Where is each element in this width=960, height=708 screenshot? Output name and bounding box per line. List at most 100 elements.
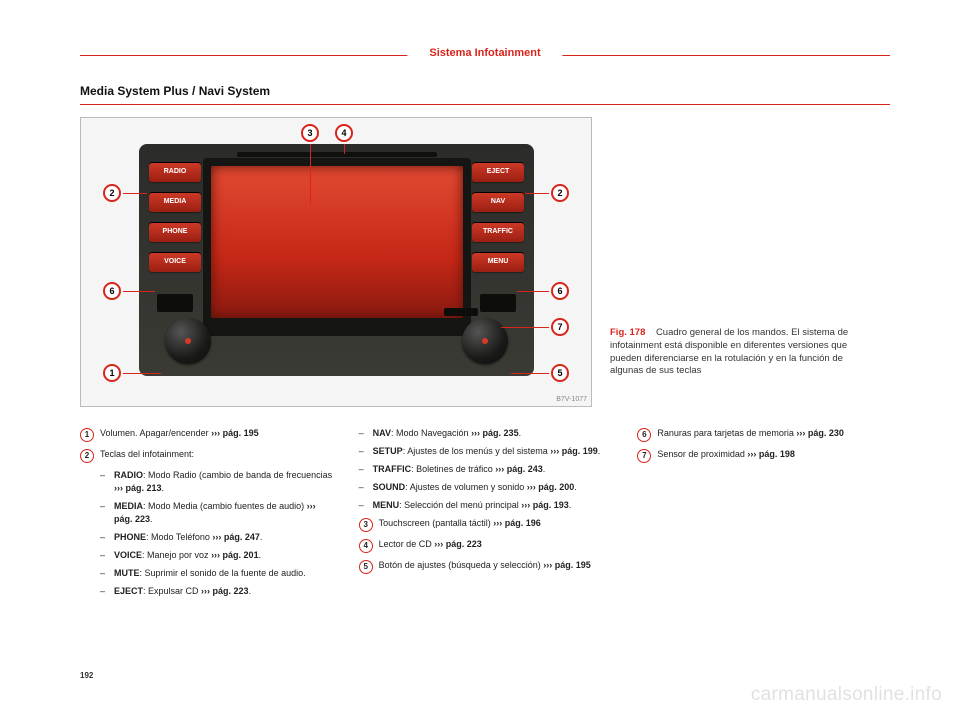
page-ref: ››› pág. 230 — [796, 428, 844, 438]
legend-text: Botón de ajustes (búsqueda y selección) — [379, 560, 544, 570]
lead-line — [511, 373, 549, 374]
legend-subitem: –RADIO: Modo Radio (cambio de banda de f… — [100, 469, 333, 495]
legend-item-3: 3 Touchscreen (pantalla táctil) ››› pág.… — [359, 517, 612, 532]
legend-subitem: –MEDIA: Modo Media (cambio fuentes de au… — [100, 500, 333, 526]
callout-4: 4 — [335, 124, 353, 142]
badge-1: 1 — [80, 428, 94, 442]
page-ref: ››› pág. 198 — [747, 449, 795, 459]
badge-5: 5 — [359, 560, 373, 574]
callout-6-left: 6 — [103, 282, 121, 300]
page-ref: ››› pág. 199 — [550, 446, 598, 456]
legend-text: : Modo Navegación — [391, 428, 471, 438]
button-column-right: EJECT NAV TRAFFIC MENU — [472, 162, 524, 282]
figure-caption-text: Cuadro general de los mandos. El sistema… — [610, 327, 848, 376]
legend-subitem: –NAV: Modo Navegación ››› pág. 235. — [359, 427, 612, 440]
legend-text: Lector de CD — [379, 539, 435, 549]
watermark: carmanualsonline.info — [751, 684, 942, 706]
legend-text: Ranuras para tarjetas de memoria — [657, 428, 796, 438]
settings-knob — [462, 318, 508, 364]
legend-item-5: 5 Botón de ajustes (búsqueda y selección… — [359, 559, 612, 574]
proximity-sensor — [444, 308, 478, 316]
key-label: NAV — [373, 428, 391, 438]
legend-text: : Ajustes de los menús y del sistema — [403, 446, 551, 456]
sd-slot-right — [480, 294, 516, 312]
legend-text: : Boletines de tráfico — [411, 464, 495, 474]
menu-button: MENU — [472, 252, 524, 272]
manual-page: Sistema Infotainment Media System Plus /… — [0, 0, 960, 708]
phone-button: PHONE — [149, 222, 201, 242]
page-ref: ››› pág. 223 — [201, 586, 249, 596]
traffic-button: TRAFFIC — [472, 222, 524, 242]
lead-line — [123, 373, 161, 374]
legend-text: : Modo Teléfono — [146, 532, 212, 542]
key-label: VOICE — [114, 550, 142, 560]
lead-line — [501, 327, 549, 328]
page-ref: ››› pág. 200 — [527, 482, 575, 492]
radio-button: RADIO — [149, 162, 201, 182]
lead-line — [517, 291, 549, 292]
touchscreen — [211, 166, 463, 318]
legend-item-2: 2 Teclas del infotainment: — [80, 448, 333, 463]
divider — [80, 104, 890, 105]
page-ref: ››› pág. 195 — [543, 560, 591, 570]
lead-line — [123, 291, 155, 292]
figure-code: B7V-1077 — [556, 396, 587, 403]
lead-line — [344, 144, 345, 154]
legend-subitem: –SETUP: Ajustes de los menús y del siste… — [359, 445, 612, 458]
key-label: SOUND — [373, 482, 406, 492]
lead-line — [310, 144, 311, 204]
legend-col-1: 1 Volumen. Apagar/encender ››› pág. 195 … — [80, 427, 333, 603]
legend-subitem: –TRAFFIC: Boletines de tráfico ››› pág. … — [359, 463, 612, 476]
legend-item-4: 4 Lector de CD ››› pág. 223 — [359, 538, 612, 553]
cd-slot — [237, 152, 437, 157]
figure-illustration: RADIO MEDIA PHONE VOICE EJECT NAV TRAFFI… — [80, 117, 592, 407]
legend-subitem: –EJECT: Expulsar CD ››› pág. 223. — [100, 585, 333, 598]
legend-subitem: –PHONE: Modo Teléfono ››› pág. 247. — [100, 531, 333, 544]
legend-text: : Suprimir el sonido de la fuente de aud… — [140, 568, 306, 578]
lead-line — [525, 193, 549, 194]
badge-4: 4 — [359, 539, 373, 553]
button-column-left: RADIO MEDIA PHONE VOICE — [149, 162, 201, 282]
legend-text: Volumen. Apagar/encender — [100, 428, 211, 438]
figure-row: RADIO MEDIA PHONE VOICE EJECT NAV TRAFFI… — [80, 117, 890, 407]
page-ref: ››› pág. 247 — [212, 532, 260, 542]
callout-1: 1 — [103, 364, 121, 382]
nav-button: NAV — [472, 192, 524, 212]
legend-text: Touchscreen (pantalla táctil) — [379, 518, 494, 528]
key-label: MENU — [373, 500, 400, 510]
callout-2-right: 2 — [551, 184, 569, 202]
key-label: EJECT — [114, 586, 143, 596]
volume-knob — [165, 318, 211, 364]
callout-6-right: 6 — [551, 282, 569, 300]
legend-text: Sensor de proximidad — [657, 449, 747, 459]
callout-2-left: 2 — [103, 184, 121, 202]
legend-text: : Modo Media (cambio fuentes de audio) — [143, 501, 307, 511]
key-label: RADIO — [114, 470, 143, 480]
legend-text: : Expulsar CD — [143, 586, 201, 596]
legend-col-3: 6 Ranuras para tarjetas de memoria ››› p… — [637, 427, 890, 603]
eject-button: EJECT — [472, 162, 524, 182]
infotainment-device: RADIO MEDIA PHONE VOICE EJECT NAV TRAFFI… — [139, 144, 534, 376]
legend-item-1: 1 Volumen. Apagar/encender ››› pág. 195 — [80, 427, 333, 442]
section-title: Media System Plus / Navi System — [80, 84, 890, 98]
key-label: TRAFFIC — [373, 464, 412, 474]
callout-3: 3 — [301, 124, 319, 142]
page-ref: ››› pág. 193 — [521, 500, 569, 510]
badge-2: 2 — [80, 449, 94, 463]
legend-text: Teclas del infotainment: — [100, 448, 194, 463]
page-ref: ››› pág. 201 — [211, 550, 259, 560]
page-ref: ››› pág. 223 — [434, 539, 482, 549]
chapter-title: Sistema Infotainment — [407, 47, 562, 59]
page-ref: ››› pág. 213 — [114, 483, 162, 493]
badge-3: 3 — [359, 518, 373, 532]
media-button: MEDIA — [149, 192, 201, 212]
legend-item-6: 6 Ranuras para tarjetas de memoria ››› p… — [637, 427, 890, 442]
legend-col-2: –NAV: Modo Navegación ››› pág. 235. –SET… — [359, 427, 612, 603]
legend-text: : Ajustes de volumen y sonido — [405, 482, 527, 492]
page-number: 192 — [80, 671, 93, 680]
page-ref: ››› pág. 243 — [495, 464, 543, 474]
legend-text: : Modo Radio (cambio de banda de frecuen… — [143, 470, 332, 480]
voice-button: VOICE — [149, 252, 201, 272]
badge-7: 7 — [637, 449, 651, 463]
page-ref: ››› pág. 235 — [471, 428, 519, 438]
